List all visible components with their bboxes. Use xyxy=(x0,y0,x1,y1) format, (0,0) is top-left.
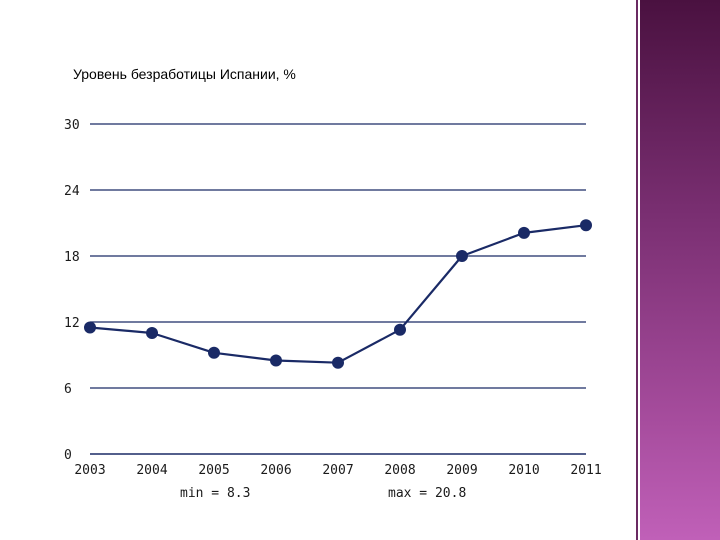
series-line xyxy=(89,224,587,364)
data-point xyxy=(270,354,282,367)
data-point xyxy=(580,219,592,232)
y-tick-label: 6 xyxy=(64,382,72,397)
data-point xyxy=(208,346,220,359)
data-point xyxy=(146,327,158,339)
x-tick-label: 2004 xyxy=(136,463,167,478)
x-tick-label: 2009 xyxy=(446,463,477,478)
data-point xyxy=(456,250,468,262)
x-tick-label: 2003 xyxy=(74,463,105,478)
max-stat-label: max = 20.8 xyxy=(388,486,466,501)
y-tick-label: 0 xyxy=(64,448,72,463)
x-tick-label: 2007 xyxy=(322,463,353,478)
x-tick-label: 2011 xyxy=(570,463,601,478)
data-point xyxy=(518,226,530,239)
x-tick-label: 2008 xyxy=(384,463,415,478)
x-tick-label: 2010 xyxy=(508,463,539,478)
y-tick-label: 24 xyxy=(64,184,80,199)
y-tick-label: 18 xyxy=(64,250,80,265)
slide-divider-line xyxy=(636,0,638,540)
chart-title: Уровень безработицы Испании, % xyxy=(73,66,296,82)
data-point xyxy=(394,323,406,336)
min-stat-label: min = 8.3 xyxy=(180,486,250,501)
data-point xyxy=(332,356,344,369)
slide-decor-bar xyxy=(640,0,720,540)
y-tick-label: 30 xyxy=(64,118,80,133)
y-tick-label: 12 xyxy=(64,316,80,331)
data-point xyxy=(84,321,96,334)
x-tick-label: 2005 xyxy=(198,463,229,478)
x-tick-label: 2006 xyxy=(260,463,291,478)
